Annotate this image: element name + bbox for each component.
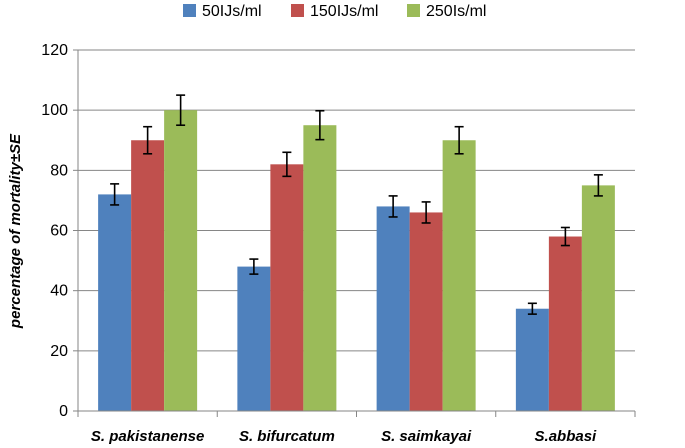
bar xyxy=(376,206,410,411)
x-tick-label: S. pakistanense xyxy=(91,428,204,445)
bar xyxy=(237,266,271,411)
y-axis-ticks: 0 20 40 60 80 100 120 xyxy=(41,42,78,420)
bar xyxy=(409,212,443,411)
bars xyxy=(98,110,615,412)
legend-swatch xyxy=(291,4,304,17)
y-tick-label: 100 xyxy=(41,102,68,119)
bar xyxy=(548,236,582,411)
bar xyxy=(131,140,165,411)
x-axis-labels: S. pakistanense S. bifurcatum S. saimkayai… xyxy=(91,428,597,445)
legend-label: 50IJs/ml xyxy=(202,3,262,20)
bar xyxy=(303,125,337,411)
legend: 50IJs/ml 150IJs/ml 250Is/ml xyxy=(183,3,486,20)
bar xyxy=(270,164,304,411)
x-tick-label: S. bifurcatum xyxy=(239,428,335,445)
x-tick-label: S. saimkayai xyxy=(381,428,472,445)
x-tick-label: S.abbasi xyxy=(535,428,598,445)
bar xyxy=(581,185,615,411)
bar xyxy=(98,194,132,411)
y-tick-label: 120 xyxy=(41,42,68,59)
y-tick-label: 60 xyxy=(50,223,68,240)
y-tick-label: 80 xyxy=(50,162,68,179)
bar xyxy=(442,140,476,411)
bar xyxy=(515,308,549,411)
y-tick-label: 20 xyxy=(50,343,68,360)
axes xyxy=(77,50,636,417)
bar xyxy=(164,110,198,412)
legend-label: 250Is/ml xyxy=(426,3,486,20)
y-tick-label: 0 xyxy=(59,403,68,420)
legend-label: 150IJs/ml xyxy=(310,3,378,20)
y-axis-label: percentage of mortality±SE xyxy=(7,133,24,329)
legend-swatch xyxy=(407,4,420,17)
legend-swatch xyxy=(183,4,196,17)
error-bars xyxy=(110,94,603,315)
y-tick-label: 40 xyxy=(50,283,68,300)
